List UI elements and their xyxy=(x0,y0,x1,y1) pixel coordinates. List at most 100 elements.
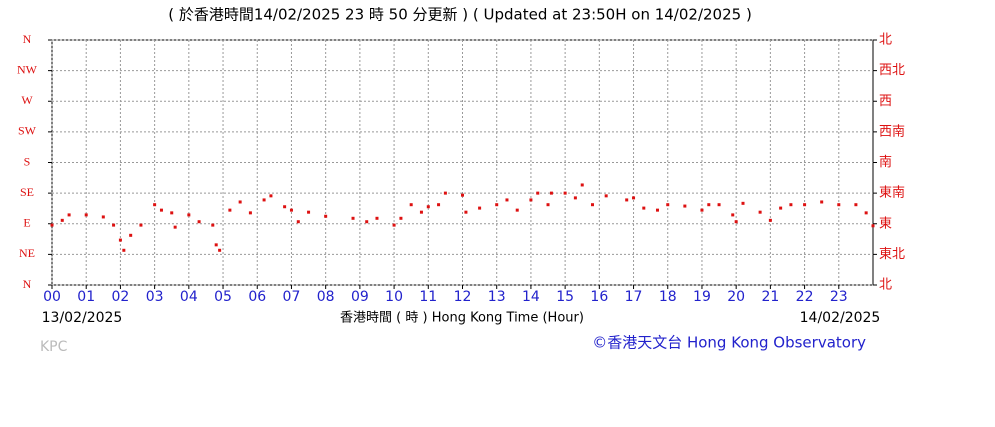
x-tick-label: 05 xyxy=(214,289,232,305)
x-tick-label: 12 xyxy=(454,289,472,305)
point xyxy=(731,213,735,217)
y2-tick-label: 西南 xyxy=(879,123,905,139)
point xyxy=(262,198,266,202)
point xyxy=(419,210,423,214)
point xyxy=(837,203,841,207)
y-tick-label: SW xyxy=(18,124,37,138)
point xyxy=(324,214,328,218)
point xyxy=(139,223,143,227)
point xyxy=(443,191,447,195)
y2-tick-label: 東 xyxy=(879,215,892,231)
x-tick-label: 23 xyxy=(830,289,848,305)
y2-tick-label: 西北 xyxy=(879,63,905,78)
y-tick-label: W xyxy=(21,93,33,107)
y2-tick-label: 東北 xyxy=(879,246,905,262)
point xyxy=(529,198,533,202)
point xyxy=(409,203,413,207)
x-tick-label: 11 xyxy=(419,289,437,305)
x-tick-label: 02 xyxy=(112,289,130,305)
point xyxy=(238,200,242,204)
point xyxy=(437,203,441,207)
y-tick-label: N xyxy=(23,32,32,46)
point xyxy=(741,201,745,205)
point xyxy=(683,204,687,208)
x-tick-label: 01 xyxy=(77,289,95,305)
y-tick-label: NE xyxy=(19,246,35,260)
point xyxy=(399,216,403,220)
point xyxy=(779,206,783,210)
point xyxy=(803,203,807,207)
x-tick-label: 03 xyxy=(146,289,164,305)
point xyxy=(170,211,174,215)
y2-tick-label: 東南 xyxy=(879,185,905,201)
point xyxy=(536,191,540,195)
point xyxy=(307,210,311,214)
point xyxy=(289,208,293,212)
point xyxy=(392,223,396,227)
point xyxy=(854,203,858,207)
point xyxy=(197,220,201,224)
y-tick-label: S xyxy=(24,154,31,168)
x-tick-label: 20 xyxy=(727,289,745,305)
x-tick-label: 10 xyxy=(385,289,403,305)
point xyxy=(580,183,584,187)
point xyxy=(228,208,232,212)
point xyxy=(789,203,793,207)
point xyxy=(67,213,71,217)
x-tick-label: 06 xyxy=(248,289,266,305)
y2-tick-label: 南 xyxy=(879,154,892,170)
point xyxy=(515,208,519,212)
point xyxy=(505,198,509,202)
chart-title: ( 於香港時間14/02/2025 23 時 50 分更新 ) ( Update… xyxy=(168,6,752,24)
point xyxy=(214,243,218,247)
point xyxy=(218,248,222,252)
point xyxy=(632,196,636,200)
point xyxy=(461,193,464,197)
point xyxy=(546,203,550,207)
point xyxy=(351,216,355,220)
x-tick-label: 21 xyxy=(761,289,779,305)
point xyxy=(464,210,468,214)
point xyxy=(707,203,711,207)
point xyxy=(118,238,122,242)
point xyxy=(820,200,824,204)
point xyxy=(549,191,553,195)
y-tick-label: NW xyxy=(17,62,38,76)
y2-tick-label: 北 xyxy=(879,278,892,293)
x-tick-label: 18 xyxy=(659,289,677,305)
x-tick-label: 14 xyxy=(522,289,540,305)
x-axis-label: 香港時間 ( 時 ) Hong Kong Time (Hour) xyxy=(340,311,584,326)
point xyxy=(296,220,300,224)
x-tick-label: 19 xyxy=(693,289,711,305)
point xyxy=(642,206,646,210)
point xyxy=(187,213,191,217)
point xyxy=(734,220,738,224)
point xyxy=(211,223,215,227)
point xyxy=(122,248,126,252)
point xyxy=(365,220,369,224)
x-tick-label: 08 xyxy=(317,289,335,305)
y2-tick-label: 北 xyxy=(879,33,892,48)
point xyxy=(655,208,659,212)
y-tick-label: SE xyxy=(20,185,34,199)
point xyxy=(426,205,430,209)
point xyxy=(50,223,54,227)
x-tick-label: 04 xyxy=(180,289,198,305)
point xyxy=(495,203,499,207)
x-tick-label: 17 xyxy=(625,289,643,305)
y-tick-label: N xyxy=(23,277,32,291)
point xyxy=(129,233,133,237)
x-tick-label: 09 xyxy=(351,289,369,305)
x-tick-label: 13 xyxy=(488,289,506,305)
point xyxy=(478,206,482,210)
x-tick-label: 07 xyxy=(283,289,301,305)
point xyxy=(625,198,629,202)
x-tick-label: 00 xyxy=(43,289,61,305)
point xyxy=(153,203,157,207)
point xyxy=(590,203,594,207)
y-tick-label: E xyxy=(23,216,30,230)
point xyxy=(283,205,287,209)
start-date: 13/02/2025 xyxy=(42,310,123,326)
point xyxy=(159,208,163,212)
point xyxy=(758,210,762,214)
